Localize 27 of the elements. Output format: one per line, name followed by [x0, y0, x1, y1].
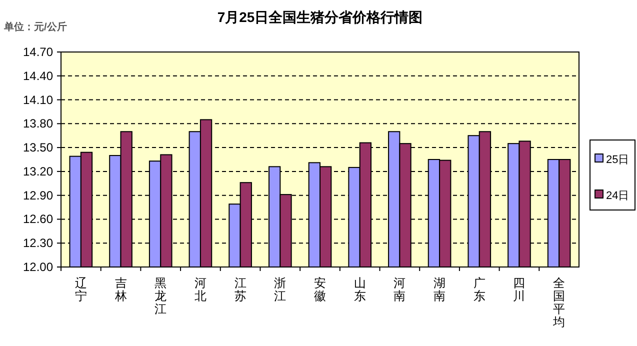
- x-tick-label: 江苏: [234, 276, 246, 303]
- x-tick-label: 吉林: [114, 276, 127, 303]
- x-tick-label: 山东: [354, 276, 366, 303]
- chart-title: 7月25日全国生猪分省价格行情图: [217, 9, 423, 25]
- y-tick-label: 13.50: [22, 140, 54, 155]
- x-tick-label: 四川: [513, 276, 526, 303]
- y-axis-title: 单位：元/公斤: [3, 21, 67, 33]
- x-tick-label: 辽宁: [74, 276, 87, 303]
- y-tick-label: 12.00: [22, 260, 54, 274]
- y-tick-label: 13.20: [22, 164, 54, 178]
- x-tick-label: 河北: [194, 276, 206, 303]
- x-tick-label: 安徽: [314, 276, 326, 303]
- y-tick-label: 14.10: [22, 92, 54, 107]
- y-tick-label: 13.80: [22, 116, 54, 131]
- legend-label: 25日: [606, 154, 630, 166]
- x-tick-label: 黑龙江: [154, 276, 167, 316]
- x-tick-label: 湖南: [434, 276, 446, 303]
- y-tick-label: 12.60: [22, 212, 54, 226]
- x-tick-label: 浙江: [274, 276, 286, 303]
- y-tick-label: 12.30: [22, 236, 54, 250]
- y-tick-label: 14.70: [22, 45, 54, 59]
- legend-label: 24日: [606, 190, 630, 202]
- y-tick-label: 14.40: [22, 68, 54, 83]
- x-tick-label: 广东: [473, 276, 486, 303]
- y-tick-label: 12.90: [22, 188, 54, 202]
- x-tick-label: 河南: [394, 276, 406, 303]
- x-tick-label: 全国平均: [552, 276, 566, 329]
